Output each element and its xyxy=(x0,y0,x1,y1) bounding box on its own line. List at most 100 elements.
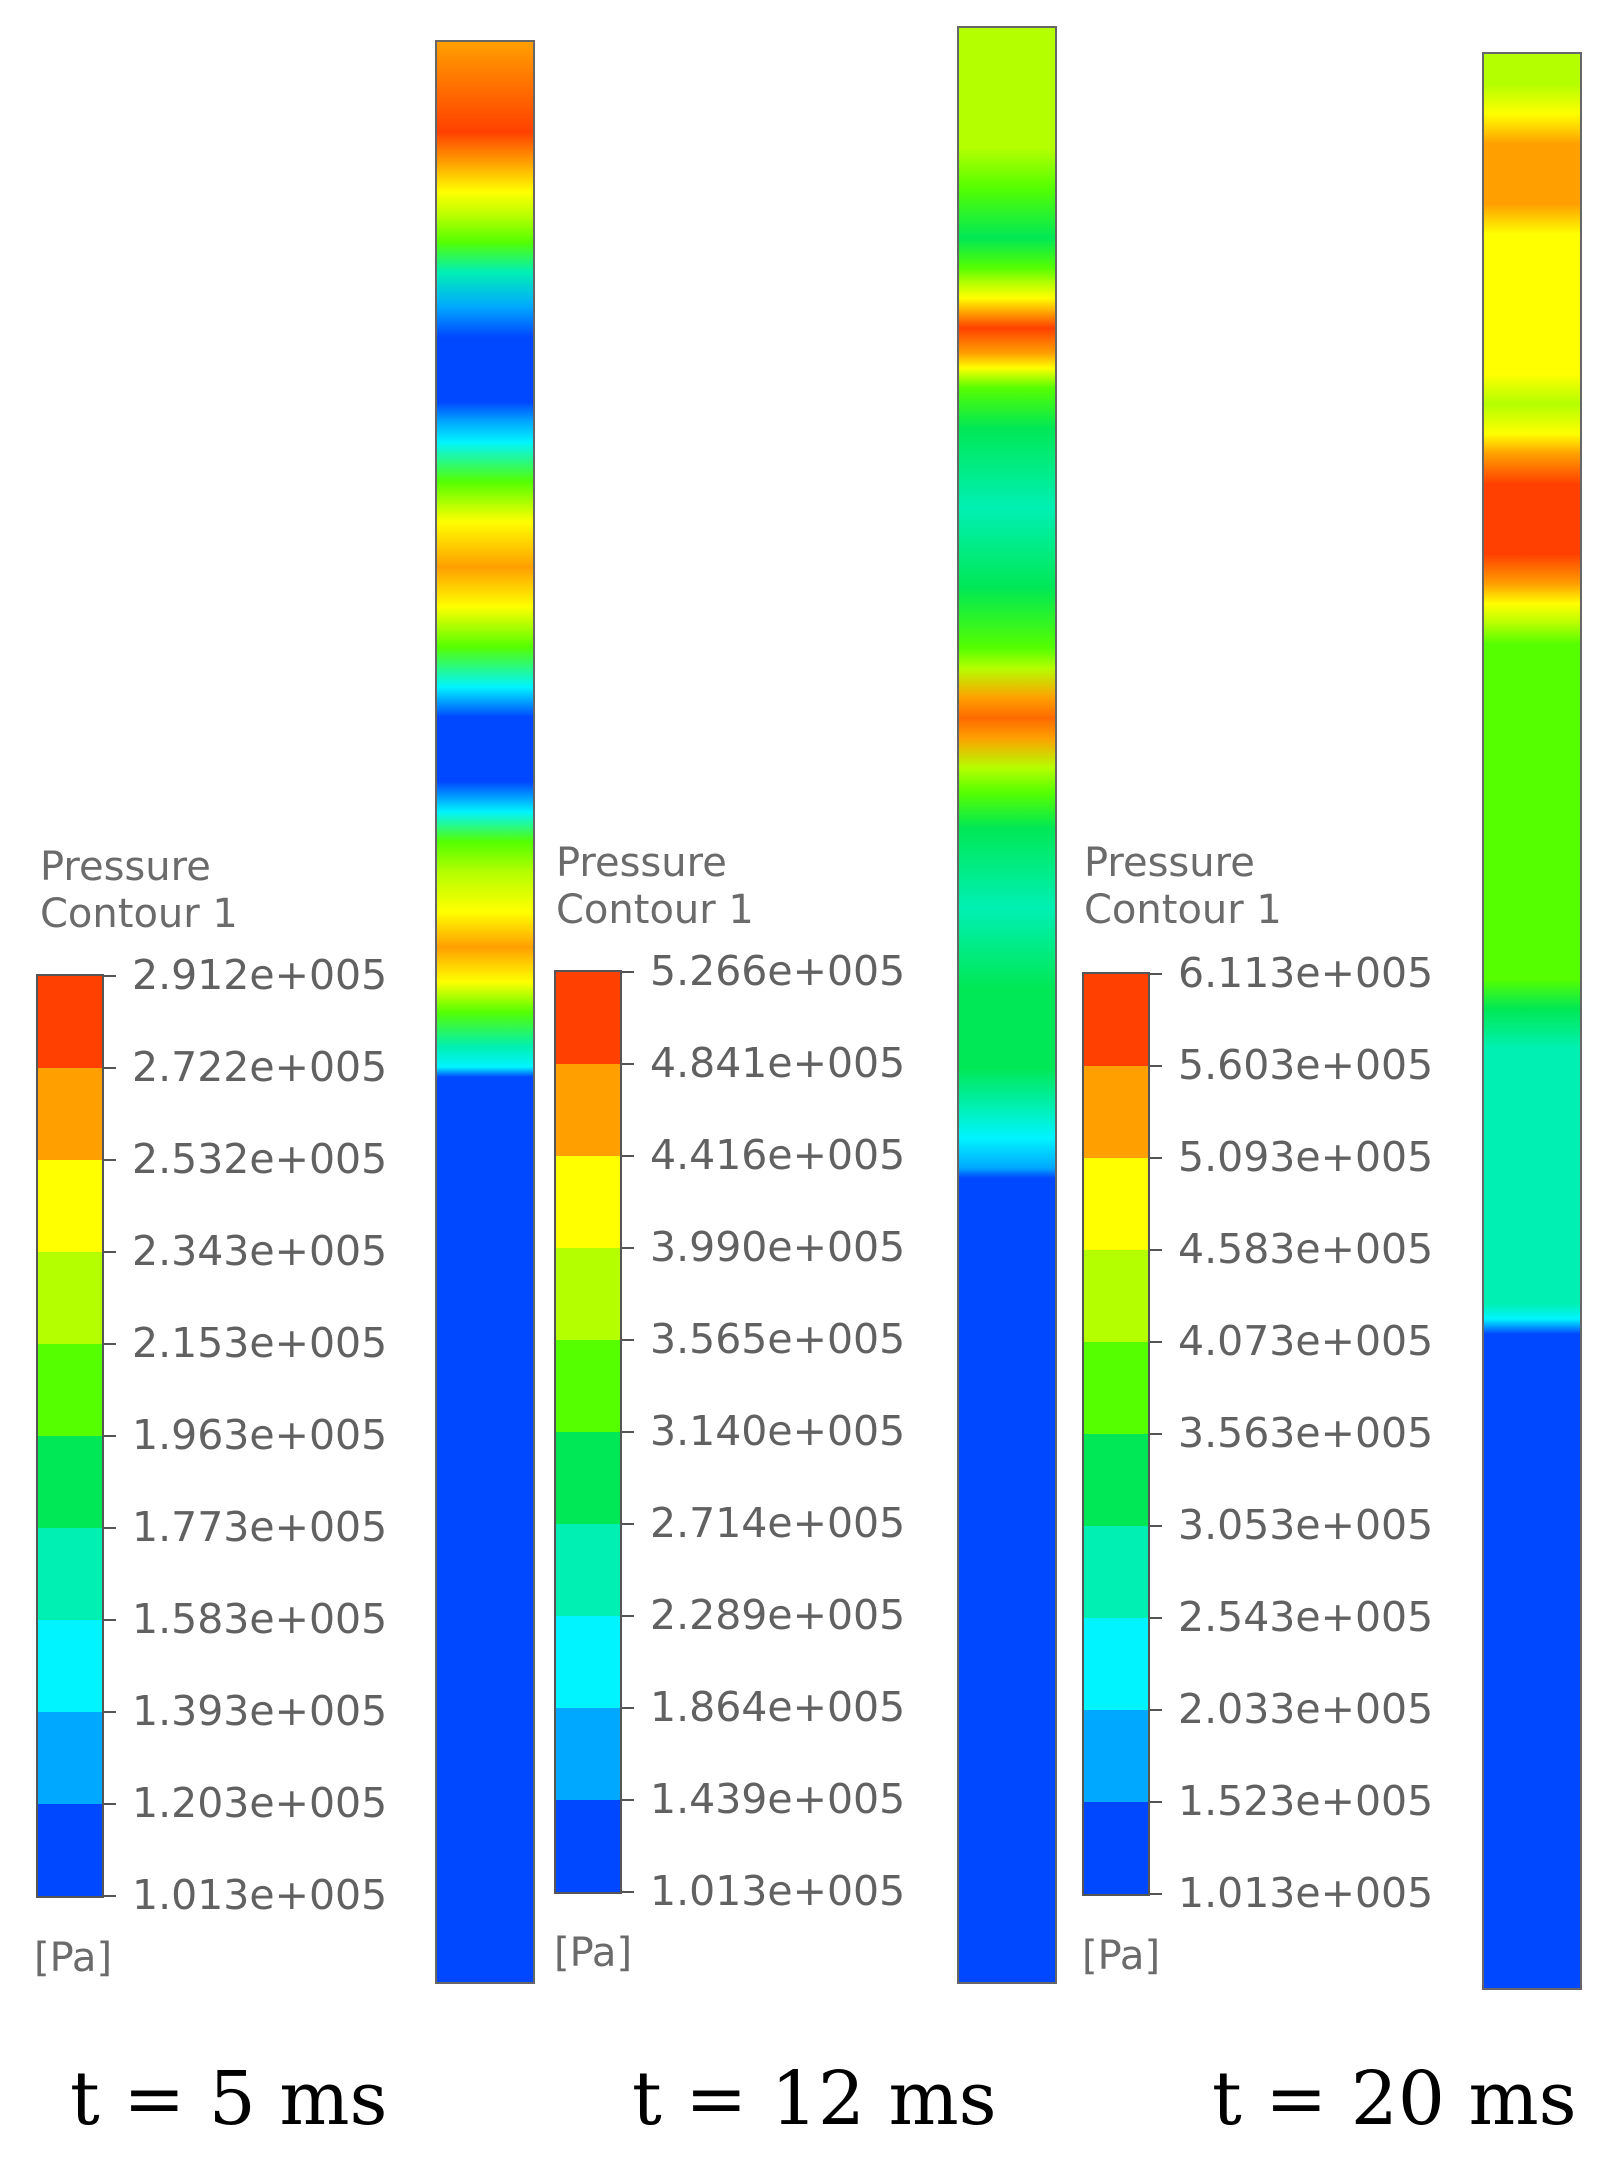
tick-label: 2.543e+005 xyxy=(1178,1593,1434,1641)
tick xyxy=(622,971,634,973)
tick xyxy=(622,1891,634,1893)
legend-title-line2: Contour 1 xyxy=(40,891,238,937)
panel-t20: Pressure Contour 1 6.113e+005 5.603e+005… xyxy=(1064,0,1596,2161)
band-1 xyxy=(38,976,102,1068)
band-1 xyxy=(556,972,620,1064)
band-4 xyxy=(38,1252,102,1344)
tick xyxy=(1150,1709,1162,1711)
tick xyxy=(1150,973,1162,975)
colorbar xyxy=(36,974,104,1898)
band-8 xyxy=(556,1616,620,1708)
tick-label: 1.203e+005 xyxy=(132,1779,388,1827)
band-7 xyxy=(38,1528,102,1620)
band-3 xyxy=(1084,1158,1148,1250)
band-2 xyxy=(38,1068,102,1160)
band-10 xyxy=(38,1804,102,1896)
time-caption: t = 5 ms xyxy=(70,2056,388,2142)
tick xyxy=(622,1247,634,1249)
tick xyxy=(1150,1617,1162,1619)
tick xyxy=(104,1159,116,1161)
tick-label: 2.033e+005 xyxy=(1178,1685,1434,1733)
colorbar xyxy=(1082,972,1150,1896)
tick-label: 1.773e+005 xyxy=(132,1503,388,1551)
tick-label: 5.266e+005 xyxy=(650,947,906,995)
tick-label: 4.583e+005 xyxy=(1178,1225,1434,1273)
tick-label: 1.583e+005 xyxy=(132,1595,388,1643)
band-3 xyxy=(38,1160,102,1252)
tick-label: 1.013e+005 xyxy=(1178,1869,1434,1917)
legend-title: Pressure Contour 1 xyxy=(40,844,238,938)
tick-label: 4.416e+005 xyxy=(650,1131,906,1179)
tick xyxy=(1150,1893,1162,1895)
legend-title-line1: Pressure xyxy=(556,840,727,886)
tick-label: 3.563e+005 xyxy=(1178,1409,1434,1457)
tick xyxy=(104,1067,116,1069)
tick-label: 3.990e+005 xyxy=(650,1223,906,1271)
tick xyxy=(104,1711,116,1713)
tick-label: 3.140e+005 xyxy=(650,1407,906,1455)
tick xyxy=(104,975,116,977)
tick-label: 2.289e+005 xyxy=(650,1591,906,1639)
tick xyxy=(622,1339,634,1341)
tick-label: 1.864e+005 xyxy=(650,1683,906,1731)
band-7 xyxy=(556,1524,620,1616)
unit-label: [Pa] xyxy=(1082,1933,1161,1979)
panel-t12: Pressure Contour 1 5.266e+005 4.841e+005… xyxy=(532,0,1064,2161)
colorbar xyxy=(554,970,622,1894)
tick xyxy=(104,1527,116,1529)
tick-label: 1.439e+005 xyxy=(650,1775,906,1823)
tick xyxy=(622,1707,634,1709)
band-6 xyxy=(1084,1434,1148,1526)
band-6 xyxy=(38,1436,102,1528)
band-5 xyxy=(38,1344,102,1436)
tick xyxy=(622,1523,634,1525)
tick xyxy=(104,1343,116,1345)
tick-label: 2.532e+005 xyxy=(132,1135,388,1183)
band-4 xyxy=(556,1248,620,1340)
band-2 xyxy=(1084,1066,1148,1158)
tick xyxy=(622,1799,634,1801)
tick xyxy=(104,1619,116,1621)
tick-label: 2.343e+005 xyxy=(132,1227,388,1275)
tick xyxy=(1150,1065,1162,1067)
legend-title-line1: Pressure xyxy=(1084,840,1255,886)
tick xyxy=(1150,1341,1162,1343)
band-8 xyxy=(1084,1618,1148,1710)
tick xyxy=(1150,1157,1162,1159)
tick-label: 1.963e+005 xyxy=(132,1411,388,1459)
tick-label: 4.073e+005 xyxy=(1178,1317,1434,1365)
legend-title: Pressure Contour 1 xyxy=(556,840,754,934)
tick xyxy=(1150,1801,1162,1803)
band-1 xyxy=(1084,974,1148,1066)
band-9 xyxy=(556,1708,620,1800)
band-5 xyxy=(1084,1342,1148,1434)
legend-title: Pressure Contour 1 xyxy=(1084,840,1282,934)
band-10 xyxy=(1084,1802,1148,1894)
tick-label: 4.841e+005 xyxy=(650,1039,906,1087)
tick-label: 2.153e+005 xyxy=(132,1319,388,1367)
tick-label: 5.603e+005 xyxy=(1178,1041,1434,1089)
band-10 xyxy=(556,1800,620,1892)
band-9 xyxy=(1084,1710,1148,1802)
band-8 xyxy=(38,1620,102,1712)
legend-title-line2: Contour 1 xyxy=(556,887,754,933)
tick xyxy=(622,1431,634,1433)
tick xyxy=(104,1435,116,1437)
tick-label: 2.714e+005 xyxy=(650,1499,906,1547)
tick xyxy=(622,1155,634,1157)
tick xyxy=(622,1063,634,1065)
tick-label: 1.523e+005 xyxy=(1178,1777,1434,1825)
tick xyxy=(1150,1433,1162,1435)
tick xyxy=(1150,1249,1162,1251)
unit-label: [Pa] xyxy=(554,1930,633,1976)
band-3 xyxy=(556,1156,620,1248)
tick-label: 3.053e+005 xyxy=(1178,1501,1434,1549)
tick-label: 6.113e+005 xyxy=(1178,949,1434,997)
band-6 xyxy=(556,1432,620,1524)
pressure-contour-column xyxy=(1482,52,1582,1990)
band-2 xyxy=(556,1064,620,1156)
pressure-contour-column xyxy=(957,26,1057,1984)
legend-title-line2: Contour 1 xyxy=(1084,887,1282,933)
tick xyxy=(104,1895,116,1897)
tick-label: 1.013e+005 xyxy=(132,1871,388,1919)
